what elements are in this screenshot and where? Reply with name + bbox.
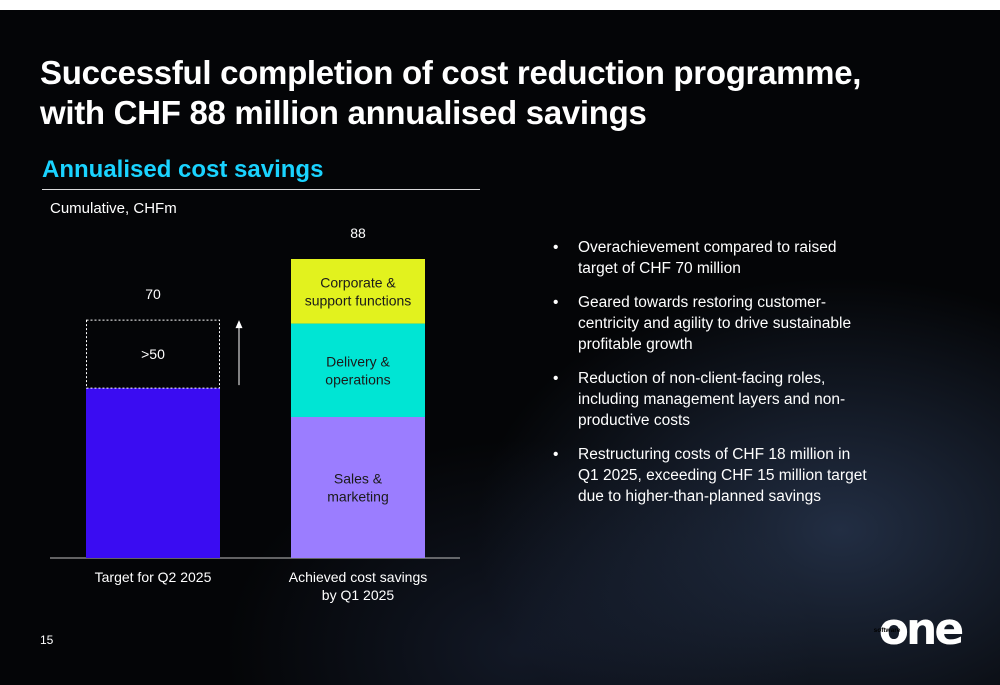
- bar-segment-2: [291, 323, 425, 417]
- data-label-total: 88: [350, 225, 366, 241]
- bullet-item: • Restructuring costs of CHF 18 million i…: [553, 444, 873, 507]
- title-line-2: with CHF 88 million annualised savings: [40, 94, 647, 131]
- data-label-total: 70: [145, 286, 161, 302]
- bullet-text: Geared towards restoring customer-centri…: [578, 294, 852, 353]
- category-label: Target for Q2 2025: [95, 569, 212, 585]
- bullet-item: • Overachievement compared to raised targ…: [553, 237, 873, 279]
- section-divider: [42, 189, 480, 190]
- bullet-dot: •: [553, 446, 559, 463]
- bar-segment-1: [291, 416, 425, 558]
- bar-target-minimum: [86, 388, 220, 558]
- title-line-1: Successful completion of cost reduction …: [40, 54, 862, 91]
- chart-unit-label: Cumulative, CHFm: [50, 200, 177, 217]
- category-label: by Q1 2025: [322, 587, 395, 603]
- section-title: Annualised cost savings: [42, 156, 324, 183]
- bullet-dot: •: [553, 239, 559, 256]
- arrow-up-icon: [235, 320, 243, 329]
- data-label-target-min: >50: [141, 346, 165, 362]
- bullet-text: Restructuring costs of CHF 18 million in…: [578, 446, 867, 505]
- logo-wordmark-one: one: [879, 606, 963, 650]
- bar-segment-3: [291, 259, 425, 324]
- page-number: 15: [40, 633, 54, 647]
- segment-label-2: operations: [325, 371, 390, 387]
- softwareone-logo: one software: [874, 606, 964, 650]
- bullet-dot: •: [553, 370, 559, 387]
- segment-label-3: Corporate &: [320, 274, 396, 290]
- segment-label-1: marketing: [327, 488, 388, 504]
- segment-label-3: support functions: [305, 292, 412, 308]
- bullet-dot: •: [553, 294, 559, 311]
- category-label: Achieved cost savings: [289, 569, 428, 585]
- cost-savings-chart: >50 Sales & marketing Delivery & operations C…: [50, 225, 460, 603]
- slide: Successful completion of cost reduction …: [0, 10, 1000, 685]
- slide-title: Successful completion of cost reduction …: [40, 53, 861, 133]
- bullet-item: • Reduction of non-client-facing roles, i…: [553, 368, 873, 431]
- segment-label-1: Sales &: [334, 470, 383, 486]
- segment-label-2: Delivery &: [326, 353, 390, 369]
- bullet-text: Reduction of non-client-facing roles, in…: [578, 370, 846, 429]
- bullet-list: • Overachievement compared to raised targ…: [553, 237, 873, 520]
- bullet-item: • Geared towards restoring customer-centr…: [553, 292, 873, 355]
- logo-wordmark-software: software: [874, 627, 901, 634]
- bullet-text: Overachievement compared to raised targe…: [578, 239, 837, 277]
